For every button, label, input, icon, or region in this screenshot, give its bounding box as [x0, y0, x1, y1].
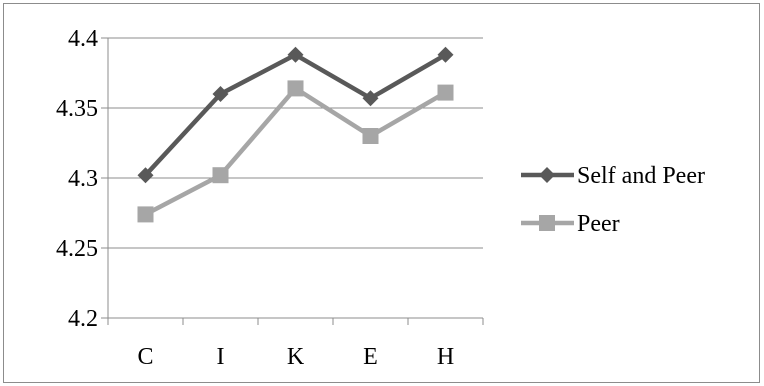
data-point: [212, 167, 229, 184]
data-point: [137, 167, 154, 184]
gridlines: [108, 37, 483, 249]
legend-marker: [539, 167, 555, 183]
data-point: [287, 80, 304, 97]
y-tick-label: 4.4: [68, 26, 98, 52]
x-tick-label: C: [137, 344, 153, 370]
data-point: [212, 86, 229, 102]
data-point: [437, 84, 454, 101]
data-point: [287, 46, 304, 63]
legend-label: Peer: [577, 211, 620, 237]
series-group: [137, 46, 454, 223]
data-point: [437, 46, 454, 63]
legend-marker: [539, 215, 555, 231]
y-tick-labels: 4.2 4.25 4.3 4.35 4.4: [56, 26, 98, 332]
x-tick-label: H: [437, 344, 454, 370]
data-point: [362, 128, 379, 144]
series-1: [137, 80, 454, 223]
series-line: [144, 86, 447, 217]
y-tick-label: 4.3: [68, 166, 98, 192]
y-tick-label: 4.35: [56, 96, 98, 122]
series-line: [143, 52, 447, 177]
axes: [101, 37, 484, 325]
y-tick-label: 4.2: [68, 306, 98, 332]
data-point: [362, 90, 379, 107]
data-point: [137, 206, 154, 223]
legend-item: Peer: [521, 211, 620, 237]
legend-item: Self and Peer: [521, 163, 705, 189]
legend: Self and Peer Peer: [521, 163, 705, 237]
x-tick-label: I: [217, 344, 225, 370]
x-tick-label: K: [287, 344, 305, 370]
chart-frame: [3, 3, 760, 383]
x-tick-label: E: [363, 344, 378, 370]
series-0: [137, 46, 454, 184]
legend-label: Self and Peer: [577, 163, 705, 189]
y-tick-label: 4.25: [56, 236, 98, 262]
